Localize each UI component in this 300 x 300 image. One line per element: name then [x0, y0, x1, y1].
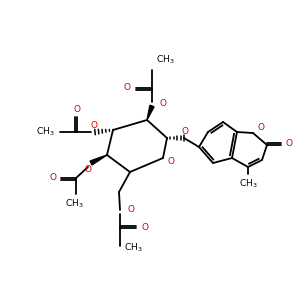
Text: O: O: [182, 127, 188, 136]
Text: O: O: [286, 140, 293, 148]
Text: O: O: [91, 121, 98, 130]
Text: O: O: [141, 224, 148, 232]
Text: O: O: [124, 83, 131, 92]
Text: CH$_3$: CH$_3$: [124, 242, 142, 254]
Text: O: O: [159, 100, 166, 109]
Text: CH$_3$: CH$_3$: [36, 126, 55, 138]
Text: CH$_3$: CH$_3$: [156, 53, 175, 66]
Polygon shape: [90, 155, 107, 165]
Text: O: O: [257, 122, 264, 131]
Text: O: O: [127, 206, 134, 214]
Text: O: O: [167, 157, 175, 166]
Text: CH$_3$: CH$_3$: [239, 178, 257, 190]
Text: CH$_3$: CH$_3$: [65, 198, 83, 211]
Text: O: O: [85, 166, 92, 175]
Polygon shape: [147, 105, 154, 120]
Text: O: O: [49, 173, 56, 182]
Text: O: O: [74, 106, 80, 115]
